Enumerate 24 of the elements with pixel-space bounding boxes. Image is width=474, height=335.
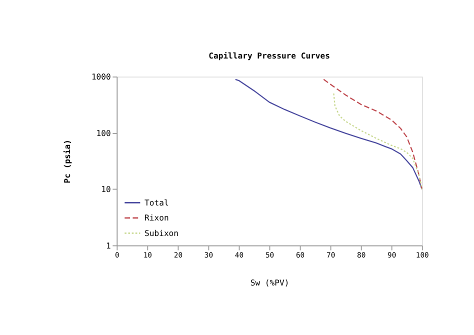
x-tick-label: 60 [296,250,305,260]
x-tick-label: 0 [114,250,120,260]
y-axis-title: Pc (psia) [62,140,72,184]
x-tick-label: 20 [174,250,183,260]
x-tick-label: 50 [265,250,274,260]
y-tick-label: 100 [96,128,112,138]
legend-label: Subixon [144,228,179,238]
y-tick-label: 1000 [91,72,112,82]
line-series [323,78,423,190]
legend-label: Total [144,198,169,208]
x-tick-label: 70 [326,250,336,260]
legend-label: Rixon [144,214,169,223]
chart-title: Capillary Pressure Curves [208,52,330,61]
x-tick-label: 100 [416,250,429,260]
x-tick-label: 10 [143,250,152,260]
y-tick-label: 1 [106,241,112,250]
x-tick-label: 80 [357,250,366,260]
x-tick-label: 90 [388,250,396,260]
x-tick-label: 30 [204,250,214,260]
x-axis-title: Sw (%PV) [250,278,290,288]
y-tick-label: 10 [101,185,112,194]
x-tick-label: 40 [234,250,244,260]
line-series [234,78,423,190]
line-series [333,92,423,190]
